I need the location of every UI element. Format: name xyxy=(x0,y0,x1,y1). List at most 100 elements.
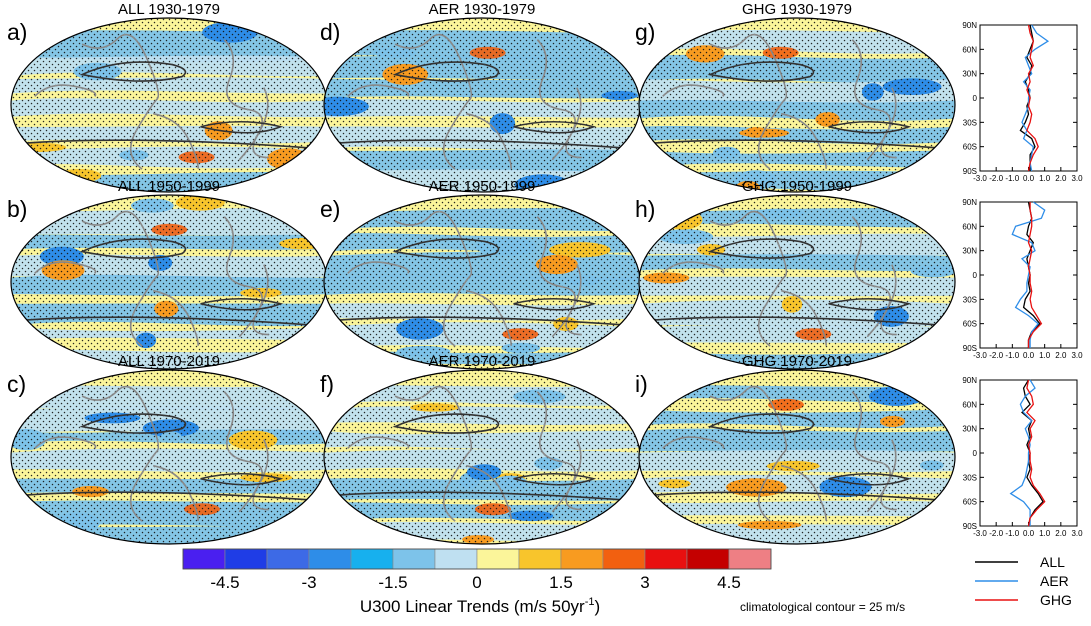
y-tick-label: 0 xyxy=(973,94,978,103)
climatology-note: climatological contour = 25 m/s xyxy=(740,600,905,614)
colorbar-swatch xyxy=(476,548,520,570)
x-tick-label: -3.0 xyxy=(973,529,987,538)
coastline xyxy=(466,112,512,169)
x-tick-label: 1.0 xyxy=(1039,529,1051,538)
legend-entry: AER xyxy=(975,573,1069,589)
climatology-contour xyxy=(200,120,284,134)
panel-title: AER 1970-2019 xyxy=(429,353,536,370)
colorbar-swatch xyxy=(350,548,394,570)
climatology-contour xyxy=(324,139,640,150)
y-tick-label: 30N xyxy=(962,70,977,79)
panel-title: GHG 1950-1999 xyxy=(742,178,852,195)
profile-line-aer xyxy=(1021,24,1050,172)
y-tick-label: 60S xyxy=(963,143,977,152)
colorbar-tick-label: 4.5 xyxy=(717,573,741,592)
profile-line-aer xyxy=(1011,201,1046,348)
significance-stipple xyxy=(639,18,955,192)
climatology-contour xyxy=(79,413,187,434)
colorbar-tick-label: -1.5 xyxy=(378,573,407,592)
legend-entry: ALL xyxy=(975,554,1065,570)
x-tick-label: -3.0 xyxy=(973,174,987,183)
colorbar-swatch xyxy=(308,548,352,570)
climatology-contour xyxy=(513,120,597,134)
climatology-contour xyxy=(11,316,327,327)
profile-line-ghg xyxy=(1027,202,1043,348)
y-tick-label: 90N xyxy=(962,21,977,30)
colorbar-swatch xyxy=(266,548,310,570)
map-panel: ALL 1970-2019 c) xyxy=(7,353,328,545)
coastline xyxy=(781,112,827,169)
y-tick-label: 30N xyxy=(962,425,977,434)
coastline xyxy=(394,210,473,347)
significance-stipple xyxy=(11,370,327,544)
trend-blob xyxy=(885,533,935,544)
panel-title: AER 1950-1999 xyxy=(429,178,536,195)
profile-line-aer xyxy=(1009,379,1036,526)
map-panel: ALL 1950-1999 b) xyxy=(7,178,328,370)
panel-title: ALL 1930-1979 xyxy=(118,1,220,18)
x-tick-label: -2.0 xyxy=(989,529,1003,538)
coastline xyxy=(662,261,725,274)
climatology-contour xyxy=(392,238,500,259)
panel-label: d) xyxy=(320,19,340,45)
x-tick-label: -3.0 xyxy=(973,351,987,360)
map-panel: AER 1970-2019 f) xyxy=(320,353,641,545)
map-panel: AER 1950-1999 e) xyxy=(320,178,641,370)
panel-title: GHG 1930-1979 xyxy=(742,1,852,18)
climatology-contour xyxy=(200,297,284,311)
colorbar: -4.5 -3 -1.5 0 1.5 3 4.5 U300 Linear Trends (m/… xyxy=(182,548,772,616)
coastline xyxy=(662,84,725,97)
climatology-contour xyxy=(79,238,187,259)
significance-stipple xyxy=(324,195,640,369)
coastline xyxy=(81,210,160,347)
climatology-contour xyxy=(639,139,955,150)
x-tick-label: 3.0 xyxy=(1071,529,1083,538)
x-tick-label: 1.0 xyxy=(1039,174,1051,183)
coastline xyxy=(394,385,473,522)
profile-line-ghg xyxy=(1026,379,1046,527)
panel-label: c) xyxy=(7,371,26,397)
coastline xyxy=(709,33,788,170)
y-tick-label: 90S xyxy=(963,344,977,353)
legend-label: AER xyxy=(1040,573,1069,589)
climatology-contour xyxy=(707,61,815,82)
x-tick-label: 0.0 xyxy=(1023,174,1035,183)
map-panel: GHG 1930-1979 g) xyxy=(635,1,956,193)
y-tick-label: 90N xyxy=(962,376,977,385)
panel-title: ALL 1950-1999 xyxy=(118,178,220,195)
y-tick-label: 30S xyxy=(963,118,977,127)
x-tick-label: -1.0 xyxy=(1005,351,1019,360)
y-tick-label: 60S xyxy=(963,320,977,329)
colorbar-swatch xyxy=(224,548,268,570)
climatology-contour xyxy=(324,316,640,327)
coastline xyxy=(34,84,97,97)
coastline xyxy=(662,436,725,449)
x-tick-label: 2.0 xyxy=(1055,529,1067,538)
x-tick-label: -1.0 xyxy=(1005,529,1019,538)
map-panels: ALL 1930-1979 a) ALL 1950-1999 b) ALL 1970-2… xyxy=(7,1,956,545)
profile-legend: ALL AER GHG xyxy=(975,554,1072,608)
y-tick-label: 60N xyxy=(962,400,977,409)
profile-line-ghg xyxy=(1026,24,1039,172)
legend-label: GHG xyxy=(1040,592,1072,608)
panel-title: AER 1930-1979 xyxy=(429,1,536,18)
profile-panel: 90N 60N 30N 0 30S 60S 90S-3.0 -2.0 -1.0 0.0 1.0 2.0… xyxy=(962,198,1083,360)
colorbar-tick-label: 0 xyxy=(472,573,481,592)
coastline xyxy=(709,385,788,522)
coastline xyxy=(153,289,199,346)
x-tick-label: 2.0 xyxy=(1055,174,1067,183)
y-tick-label: 90S xyxy=(963,522,977,531)
climatology-contour xyxy=(828,297,912,311)
x-tick-label: 2.0 xyxy=(1055,351,1067,360)
x-tick-label: -2.0 xyxy=(989,351,1003,360)
coastline xyxy=(394,33,473,170)
profile-panel: 90N 60N 30N 0 30S 60S 90S-3.0 -2.0 -1.0 0.0 1.0 2.0… xyxy=(962,376,1083,538)
x-tick-label: 3.0 xyxy=(1071,174,1083,183)
colorbar-swatch xyxy=(518,548,562,570)
panel-title: GHG 1970-2019 xyxy=(742,353,852,370)
legend-label: ALL xyxy=(1040,554,1065,570)
trend-blob xyxy=(639,358,686,367)
colorbar-frame xyxy=(182,548,772,570)
